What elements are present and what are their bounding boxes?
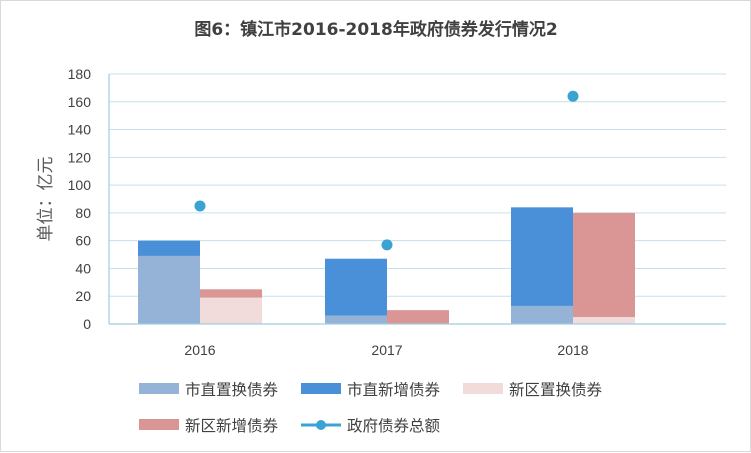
legend-swatch: [139, 383, 179, 394]
legend-label: 市直置换债券: [185, 381, 279, 399]
y-tick-label: 0: [83, 316, 91, 332]
bar-segment: [511, 207, 573, 306]
legend-label: 新区置换债券: [509, 381, 603, 399]
total-point: [194, 200, 206, 212]
bar-segment: [138, 255, 200, 324]
y-axis-label: 单位：亿元: [36, 157, 55, 242]
y-tick-label: 120: [68, 149, 92, 165]
bar-segment: [325, 258, 387, 316]
y-axis-tick-labels: 0 20 40 60 80 100 120 140 160 180: [68, 66, 92, 332]
legend-swatch: [139, 419, 179, 430]
x-tick-label: 2016: [184, 342, 215, 358]
legend-swatch: [301, 383, 341, 394]
x-axis-tick-labels: 2016 2017 2018: [184, 342, 588, 358]
legend-label: 市直新增债券: [347, 381, 441, 399]
y-tick-label: 160: [68, 94, 92, 110]
total-point: [381, 239, 393, 251]
bar-segment: [200, 297, 262, 324]
chart-title: 图6：镇江市2016-2018年政府债券发行情况2: [194, 19, 557, 40]
bar-segment: [573, 212, 635, 318]
total-point: [567, 90, 579, 102]
bar-segment: [138, 240, 200, 256]
legend-marker: [316, 420, 326, 430]
x-tick-label: 2018: [557, 342, 588, 358]
bar-segment: [511, 305, 573, 324]
legend-label: 新区新增债券: [185, 417, 279, 435]
legend-swatch: [463, 383, 503, 394]
bar-segment: [573, 317, 635, 324]
y-tick-label: 40: [75, 260, 91, 276]
bar-segment: [325, 315, 387, 324]
bars: [138, 207, 635, 324]
axes: [108, 74, 726, 325]
y-tick-label: 60: [75, 233, 91, 249]
bar-segment: [200, 289, 262, 298]
y-tick-label: 20: [75, 288, 91, 304]
y-tick-label: 180: [68, 66, 92, 82]
y-tick-label: 100: [68, 177, 92, 193]
x-tick-label: 2017: [371, 342, 402, 358]
y-tick-label: 140: [68, 122, 92, 138]
y-tick-label: 80: [75, 205, 91, 221]
legend-label: 政府债券总额: [347, 417, 441, 435]
total-points: [194, 90, 579, 251]
bar-segment: [387, 310, 449, 324]
gridlines: [109, 73, 726, 297]
